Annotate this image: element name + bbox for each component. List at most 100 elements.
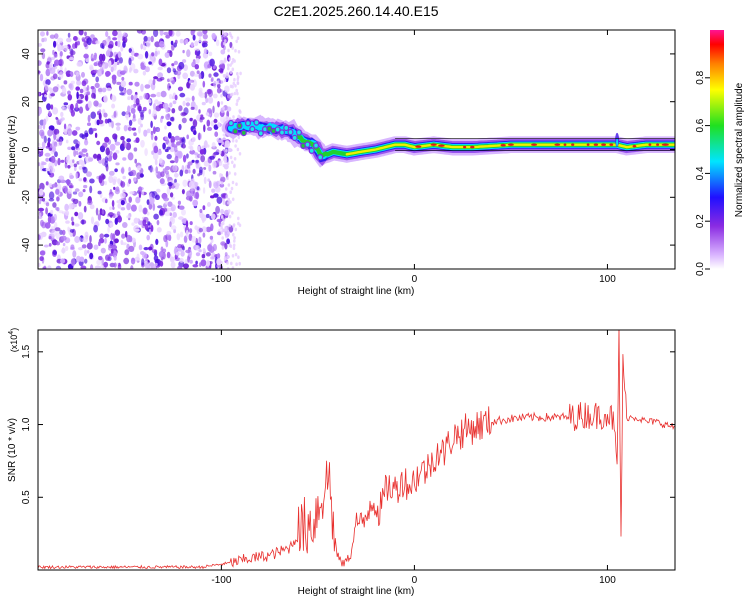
heatmap-cell: [185, 249, 191, 254]
heatmap-cell: [191, 61, 196, 67]
heatmap-cell: [138, 126, 141, 134]
y-tick-label: 40: [21, 48, 32, 60]
ridge-blob: [314, 143, 318, 148]
heatmap-cell: [129, 63, 136, 71]
heatmap-cell: [105, 39, 109, 48]
heatmap-cell: [154, 259, 159, 263]
heatmap-cell: [135, 196, 141, 204]
heatmap-cell: [200, 155, 205, 163]
heatmap-cell: [76, 91, 79, 100]
heatmap-cell: [148, 61, 152, 65]
heatmap-cell: [150, 120, 153, 128]
heatmap-cell: [126, 138, 132, 143]
heatmap-cell: [55, 116, 58, 120]
heatmap-cell: [194, 40, 199, 47]
heatmap-cell: [174, 94, 178, 101]
heatmap-cell: [139, 95, 143, 100]
heatmap-cell: [169, 160, 175, 164]
colorbar-tick-label: 0.2: [695, 214, 706, 228]
heatmap-cell: [169, 102, 173, 108]
heatmap-cell: [111, 176, 118, 183]
heatmap-cell: [163, 197, 170, 202]
heatmap-cell: [194, 50, 198, 56]
heatmap-cell: [229, 155, 233, 160]
heatmap-cell: [69, 50, 76, 56]
heatmap-cell: [162, 102, 169, 110]
heatmap-cell: [133, 228, 140, 232]
snr-scale-exp: 4: [8, 331, 15, 335]
spectrogram-panel: -100 0 100 -40 -20 0 20 40 Height of straight l…: [7, 29, 676, 297]
heatmap-cell: [164, 210, 171, 217]
heatmap-cell: [127, 96, 131, 101]
heatmap-cell: [128, 57, 132, 66]
heatmap-cell: [234, 84, 237, 88]
heatmap-cell: [198, 227, 203, 233]
heatmap-cell: [108, 122, 112, 127]
heatmap-cell: [146, 234, 150, 241]
heatmap-cell: [224, 59, 227, 63]
heatmap-cell: [208, 51, 213, 57]
heatmap-cell: [83, 177, 87, 182]
heatmap-cell: [116, 125, 121, 131]
heatmap-cell: [144, 223, 149, 230]
heatmap-cell: [67, 165, 71, 169]
heatmap-cell: [174, 39, 178, 45]
heatmap-cell: [166, 186, 171, 195]
heatmap-cell: [221, 194, 227, 200]
heatmap-cell: [169, 116, 175, 122]
ridge-peak: [593, 143, 599, 146]
heatmap-cell: [188, 169, 191, 174]
heatmap-cell: [122, 157, 127, 161]
heatmap-cell: [229, 200, 232, 204]
heatmap-cell: [233, 239, 236, 243]
heatmap-cell: [54, 227, 61, 232]
heatmap-cell: [146, 128, 151, 134]
heatmap-cell: [216, 231, 222, 236]
heatmap-cell: [239, 71, 242, 76]
heatmap-cell: [48, 125, 55, 131]
heatmap-cell: [94, 265, 101, 269]
heatmap-cell: [226, 110, 230, 118]
heatmap-cell: [42, 123, 46, 130]
heatmap-cell: [117, 262, 121, 267]
heatmap-cell: [233, 77, 236, 82]
heatmap-cell: [133, 147, 138, 152]
heatmap-cell: [175, 30, 181, 37]
ridge-blob: [242, 130, 246, 135]
heatmap-cell: [153, 265, 157, 269]
heatmap-cell: [199, 92, 206, 98]
heatmap-cell: [216, 253, 221, 259]
heatmap-cell: [90, 111, 96, 119]
heatmap-cell: [150, 93, 157, 98]
heatmap-cell: [86, 37, 92, 46]
heatmap-cell: [140, 83, 144, 92]
heatmap-cell: [189, 145, 194, 152]
heatmap-cell: [235, 39, 238, 44]
heatmap-cell: [126, 88, 133, 96]
heatmap-cell: [56, 196, 60, 202]
heatmap-cell: [235, 88, 238, 93]
heatmap-cell: [189, 117, 193, 122]
heatmap-cell: [84, 95, 88, 101]
heatmap-cell: [208, 164, 212, 172]
heatmap-cell: [191, 95, 195, 102]
heatmap-cell: [68, 57, 75, 61]
heatmap-cell: [148, 246, 153, 251]
heatmap-cell: [179, 169, 184, 177]
heatmap-cell: [149, 165, 153, 173]
heatmap-cell: [53, 53, 58, 58]
heatmap-cell: [38, 162, 41, 167]
heatmap-cell: [70, 216, 74, 222]
heatmap-cell: [197, 146, 201, 151]
heatmap-cell: [66, 179, 70, 186]
heatmap-cell: [170, 261, 176, 269]
heatmap-cell: [210, 223, 214, 232]
heatmap-cell: [114, 217, 119, 225]
heatmap-cell: [228, 57, 232, 61]
heatmap-cell: [237, 50, 241, 54]
ridge-blob: [267, 126, 272, 131]
heatmap-cell: [198, 73, 202, 80]
heatmap-cell: [84, 249, 88, 256]
heatmap-cell: [53, 141, 58, 148]
heatmap-cell: [231, 197, 235, 202]
